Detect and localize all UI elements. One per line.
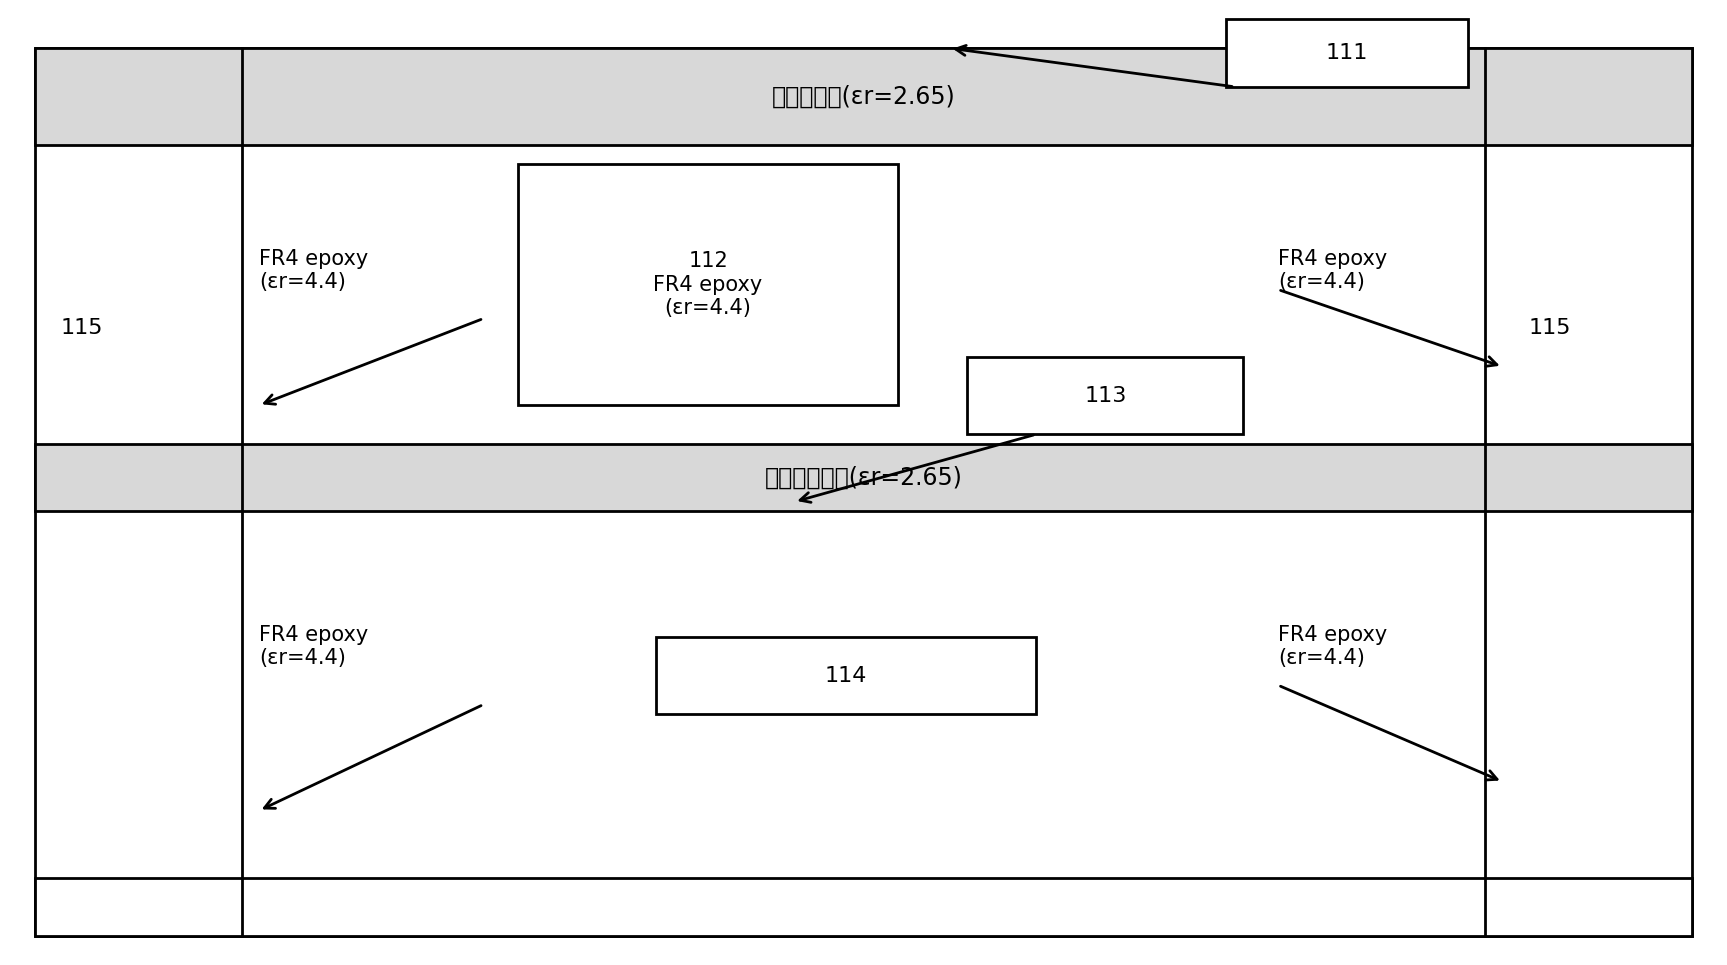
Text: 聚四氟乙烯板(εr=2.65): 聚四氟乙烯板(εr=2.65) [765, 466, 962, 489]
Bar [967, 357, 1243, 434]
Text: 聚四氟乙烯(εr=2.65): 聚四氟乙烯(εr=2.65) [772, 85, 955, 108]
Text: 115: 115 [1528, 318, 1572, 338]
Text: FR4 epoxy
(εr=4.4): FR4 epoxy (εr=4.4) [1278, 625, 1387, 668]
Text: FR4 epoxy
(εr=4.4): FR4 epoxy (εr=4.4) [1278, 249, 1387, 291]
Text: 114: 114 [826, 666, 867, 685]
Bar [518, 164, 898, 405]
Bar [1226, 19, 1468, 87]
Bar [656, 637, 1036, 714]
Text: FR4 epoxy
(εr=4.4): FR4 epoxy (εr=4.4) [259, 249, 368, 291]
Bar [35, 444, 1692, 511]
Text: 113: 113 [1085, 386, 1126, 405]
Text: FR4 epoxy
(εr=4.4): FR4 epoxy (εr=4.4) [259, 625, 368, 668]
Text: 115: 115 [60, 318, 104, 338]
Text: 112
FR4 epoxy
(εr=4.4): 112 FR4 epoxy (εr=4.4) [653, 252, 763, 317]
Text: 111: 111 [1326, 43, 1368, 63]
Bar [35, 878, 1692, 936]
Bar [35, 48, 1692, 145]
